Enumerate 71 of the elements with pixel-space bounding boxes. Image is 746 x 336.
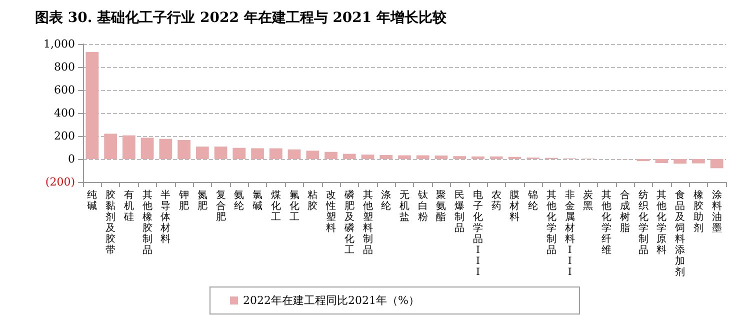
x-tick-label: 煤化工: [270, 189, 281, 223]
bar: [104, 134, 117, 159]
chart-title: 图表 30. 基础化工子行业 2022 年在建工程与 2021 年增长比较: [35, 10, 448, 26]
x-tick-label: 钾肥: [178, 190, 190, 212]
bar: [710, 159, 724, 168]
legend-label: 2022年在建工程同比2021年（%）: [243, 294, 420, 307]
bar: [122, 135, 136, 159]
x-tick-label: 涤纶: [381, 189, 392, 212]
x-tick-label: 氨纶: [234, 190, 244, 212]
bar: [434, 156, 448, 159]
bar: [472, 156, 484, 159]
x-tick-label: 半导体材料: [160, 189, 171, 245]
bar: [361, 154, 374, 159]
y-tick-label: 1,000: [44, 38, 75, 50]
x-tick-label: 电子化学品III: [472, 189, 483, 278]
x-tick-label: 胶黏剂及胶带: [106, 189, 116, 256]
y-tick-label: 0: [68, 152, 75, 166]
bar: [692, 159, 705, 164]
x-tick-label: 膜材料: [508, 189, 520, 223]
x-tick-label: 其他橡胶制品: [142, 189, 152, 256]
y-tick-label: (200): [45, 176, 75, 188]
bar: [380, 154, 393, 159]
bar: [214, 146, 228, 159]
bar: [398, 155, 411, 159]
x-tick-label: 纯碱: [87, 189, 98, 212]
y-tick-label: 600: [54, 84, 75, 96]
x-tick-label: 氯碱: [252, 190, 263, 212]
bar: [232, 148, 246, 159]
x-tick-label: 钛白粉: [416, 189, 428, 223]
x-tick-label: 涂料油墨: [712, 189, 722, 234]
bar: [453, 156, 466, 159]
bar: [674, 159, 686, 164]
x-tick-label: 无机盐: [400, 190, 410, 223]
bar: [490, 156, 503, 159]
bar: [196, 146, 209, 159]
x-tick-label: 聚氨酯: [436, 189, 446, 223]
x-tick-label: 锦纶: [527, 190, 538, 212]
bar: [251, 148, 264, 159]
bar: [140, 138, 154, 159]
x-tick-label: 氮肥: [197, 190, 208, 212]
x-tick-label: 其他化学纤维: [602, 189, 612, 256]
bar: [306, 150, 320, 159]
x-tick-label: 纺织化学制品: [638, 189, 648, 256]
bar: [269, 148, 282, 159]
x-tick-label: 食品及饲料添加剂: [674, 189, 686, 278]
x-tick-label: 民爆制品: [454, 190, 465, 234]
x-tick-label: 农药: [491, 190, 502, 212]
y-tick-label: 200: [54, 130, 75, 142]
x-tick-label: 非金属材料III: [564, 189, 575, 278]
x-tick-label: 其他化学制品: [546, 189, 556, 256]
x-tick-label: 橡胶助剂: [693, 189, 704, 234]
bar: [324, 152, 338, 159]
x-tick-label: 有机硅: [122, 189, 134, 223]
x-tick-label: 炭黑: [583, 189, 594, 212]
x-tick-label: 磷肥及磷化工: [343, 189, 354, 256]
y-tick-label: 400: [54, 106, 75, 120]
bar: [288, 149, 301, 159]
y-tick-label: 800: [54, 60, 75, 74]
x-tick-label: 合成树脂: [620, 189, 630, 234]
x-tick-label: 其他塑料制品: [362, 189, 373, 256]
bar: [86, 52, 99, 159]
x-tick-label: 复合肥: [216, 189, 226, 223]
x-tick-label: 其他化学原料: [656, 189, 667, 256]
bar: [416, 155, 430, 159]
x-tick-label: 氟化工: [289, 190, 300, 223]
bar: [178, 140, 190, 159]
x-tick-label: 粘胶: [308, 189, 318, 212]
x-tick-label: 改性塑料: [325, 190, 336, 234]
bar: [655, 159, 668, 164]
bar: [159, 138, 172, 159]
bar: [342, 154, 356, 159]
